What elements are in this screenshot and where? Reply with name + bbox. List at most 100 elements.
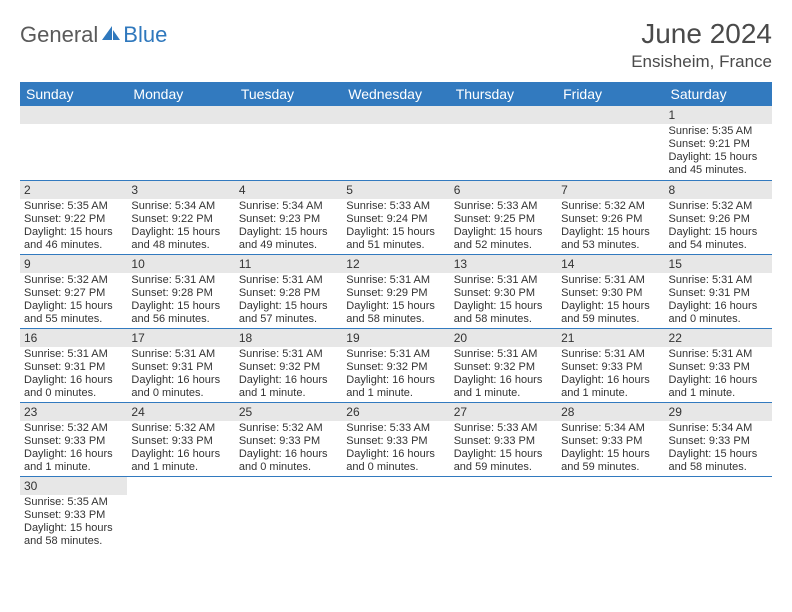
- calendar-cell: 27Sunrise: 5:33 AMSunset: 9:33 PMDayligh…: [450, 402, 557, 476]
- sunrise-text: Sunrise: 5:32 AM: [24, 422, 123, 435]
- sunset-text: Sunset: 9:21 PM: [669, 138, 768, 151]
- day-number: 16: [20, 329, 127, 347]
- sunrise-text: Sunrise: 5:33 AM: [454, 422, 553, 435]
- sunset-text: Sunset: 9:33 PM: [24, 509, 123, 522]
- calendar-cell: [557, 106, 664, 180]
- daylight-text: Daylight: 15 hours and 57 minutes.: [239, 300, 338, 326]
- sunset-text: Sunset: 9:33 PM: [669, 361, 768, 374]
- calendar-cell: 28Sunrise: 5:34 AMSunset: 9:33 PMDayligh…: [557, 402, 664, 476]
- day-details: Sunrise: 5:34 AMSunset: 9:33 PMDaylight:…: [557, 421, 664, 476]
- sunset-text: Sunset: 9:22 PM: [24, 213, 123, 226]
- calendar-cell: [235, 106, 342, 180]
- day-details: Sunrise: 5:32 AMSunset: 9:33 PMDaylight:…: [235, 421, 342, 476]
- calendar-cell: 21Sunrise: 5:31 AMSunset: 9:33 PMDayligh…: [557, 328, 664, 402]
- daylight-text: Daylight: 15 hours and 53 minutes.: [561, 226, 660, 252]
- month-title: June 2024: [631, 18, 772, 50]
- day-number: 15: [665, 255, 772, 273]
- day-details: Sunrise: 5:35 AMSunset: 9:33 PMDaylight:…: [20, 495, 127, 550]
- day-number: 3: [127, 181, 234, 199]
- day-number: 17: [127, 329, 234, 347]
- daylight-text: Daylight: 15 hours and 59 minutes.: [561, 300, 660, 326]
- day-header: Thursday: [450, 82, 557, 106]
- calendar-cell: 23Sunrise: 5:32 AMSunset: 9:33 PMDayligh…: [20, 402, 127, 476]
- sunrise-text: Sunrise: 5:35 AM: [669, 125, 768, 138]
- daylight-text: Daylight: 15 hours and 46 minutes.: [24, 226, 123, 252]
- sail-icon: [100, 24, 122, 47]
- sunrise-text: Sunrise: 5:31 AM: [131, 348, 230, 361]
- calendar-cell: 22Sunrise: 5:31 AMSunset: 9:33 PMDayligh…: [665, 328, 772, 402]
- sunset-text: Sunset: 9:32 PM: [239, 361, 338, 374]
- day-details: Sunrise: 5:34 AMSunset: 9:23 PMDaylight:…: [235, 199, 342, 254]
- day-details: Sunrise: 5:32 AMSunset: 9:27 PMDaylight:…: [20, 273, 127, 328]
- day-details: Sunrise: 5:31 AMSunset: 9:30 PMDaylight:…: [450, 273, 557, 328]
- calendar-cell: 12Sunrise: 5:31 AMSunset: 9:29 PMDayligh…: [342, 254, 449, 328]
- calendar-cell: [557, 476, 664, 550]
- sunset-text: Sunset: 9:26 PM: [561, 213, 660, 226]
- calendar-cell: 14Sunrise: 5:31 AMSunset: 9:30 PMDayligh…: [557, 254, 664, 328]
- logo-text-blue: Blue: [123, 22, 167, 48]
- day-number: 28: [557, 403, 664, 421]
- sunrise-text: Sunrise: 5:31 AM: [669, 274, 768, 287]
- sunset-text: Sunset: 9:32 PM: [454, 361, 553, 374]
- day-details: Sunrise: 5:31 AMSunset: 9:32 PMDaylight:…: [342, 347, 449, 402]
- calendar-cell: 4Sunrise: 5:34 AMSunset: 9:23 PMDaylight…: [235, 180, 342, 254]
- sunrise-text: Sunrise: 5:31 AM: [669, 348, 768, 361]
- day-number: 20: [450, 329, 557, 347]
- day-number: 14: [557, 255, 664, 273]
- calendar-cell: 3Sunrise: 5:34 AMSunset: 9:22 PMDaylight…: [127, 180, 234, 254]
- day-number: 25: [235, 403, 342, 421]
- calendar-cell: [20, 106, 127, 180]
- day-number: 7: [557, 181, 664, 199]
- logo-text-general: General: [20, 22, 98, 48]
- sunrise-text: Sunrise: 5:31 AM: [561, 348, 660, 361]
- sunset-text: Sunset: 9:22 PM: [131, 213, 230, 226]
- calendar-cell: 24Sunrise: 5:32 AMSunset: 9:33 PMDayligh…: [127, 402, 234, 476]
- day-details: Sunrise: 5:31 AMSunset: 9:31 PMDaylight:…: [127, 347, 234, 402]
- day-details: Sunrise: 5:33 AMSunset: 9:33 PMDaylight:…: [342, 421, 449, 476]
- calendar-cell: 6Sunrise: 5:33 AMSunset: 9:25 PMDaylight…: [450, 180, 557, 254]
- daylight-text: Daylight: 16 hours and 1 minute.: [131, 448, 230, 474]
- calendar-cell: 7Sunrise: 5:32 AMSunset: 9:26 PMDaylight…: [557, 180, 664, 254]
- day-number: 8: [665, 181, 772, 199]
- calendar-cell: [450, 106, 557, 180]
- day-details: Sunrise: 5:31 AMSunset: 9:31 PMDaylight:…: [665, 273, 772, 328]
- day-details: Sunrise: 5:31 AMSunset: 9:33 PMDaylight:…: [665, 347, 772, 402]
- day-number: 23: [20, 403, 127, 421]
- day-details: Sunrise: 5:32 AMSunset: 9:26 PMDaylight:…: [557, 199, 664, 254]
- sunset-text: Sunset: 9:30 PM: [561, 287, 660, 300]
- sunrise-text: Sunrise: 5:33 AM: [346, 200, 445, 213]
- logo: General Blue: [20, 22, 167, 48]
- sunset-text: Sunset: 9:33 PM: [24, 435, 123, 448]
- day-details: Sunrise: 5:33 AMSunset: 9:33 PMDaylight:…: [450, 421, 557, 476]
- sunrise-text: Sunrise: 5:32 AM: [24, 274, 123, 287]
- sunset-text: Sunset: 9:33 PM: [346, 435, 445, 448]
- sunrise-text: Sunrise: 5:34 AM: [561, 422, 660, 435]
- day-header: Monday: [127, 82, 234, 106]
- day-number: 27: [450, 403, 557, 421]
- sunset-text: Sunset: 9:28 PM: [131, 287, 230, 300]
- day-header: Sunday: [20, 82, 127, 106]
- day-details: Sunrise: 5:31 AMSunset: 9:28 PMDaylight:…: [235, 273, 342, 328]
- location: Ensisheim, France: [631, 52, 772, 72]
- calendar-cell: 5Sunrise: 5:33 AMSunset: 9:24 PMDaylight…: [342, 180, 449, 254]
- daylight-text: Daylight: 15 hours and 59 minutes.: [454, 448, 553, 474]
- day-details: Sunrise: 5:31 AMSunset: 9:32 PMDaylight:…: [450, 347, 557, 402]
- day-details: Sunrise: 5:32 AMSunset: 9:26 PMDaylight:…: [665, 199, 772, 254]
- calendar-cell: 17Sunrise: 5:31 AMSunset: 9:31 PMDayligh…: [127, 328, 234, 402]
- day-details: Sunrise: 5:31 AMSunset: 9:29 PMDaylight:…: [342, 273, 449, 328]
- calendar-cell: [342, 106, 449, 180]
- calendar-cell: 16Sunrise: 5:31 AMSunset: 9:31 PMDayligh…: [20, 328, 127, 402]
- sunset-text: Sunset: 9:29 PM: [346, 287, 445, 300]
- day-details: Sunrise: 5:35 AMSunset: 9:22 PMDaylight:…: [20, 199, 127, 254]
- sunrise-text: Sunrise: 5:31 AM: [131, 274, 230, 287]
- sunset-text: Sunset: 9:28 PM: [239, 287, 338, 300]
- daylight-text: Daylight: 16 hours and 1 minute.: [454, 374, 553, 400]
- day-number: 21: [557, 329, 664, 347]
- day-number: 2: [20, 181, 127, 199]
- day-details: Sunrise: 5:31 AMSunset: 9:32 PMDaylight:…: [235, 347, 342, 402]
- daylight-text: Daylight: 16 hours and 0 minutes.: [131, 374, 230, 400]
- daylight-text: Daylight: 16 hours and 0 minutes.: [239, 448, 338, 474]
- day-number: 30: [20, 477, 127, 495]
- calendar-cell: 25Sunrise: 5:32 AMSunset: 9:33 PMDayligh…: [235, 402, 342, 476]
- daylight-text: Daylight: 16 hours and 0 minutes.: [24, 374, 123, 400]
